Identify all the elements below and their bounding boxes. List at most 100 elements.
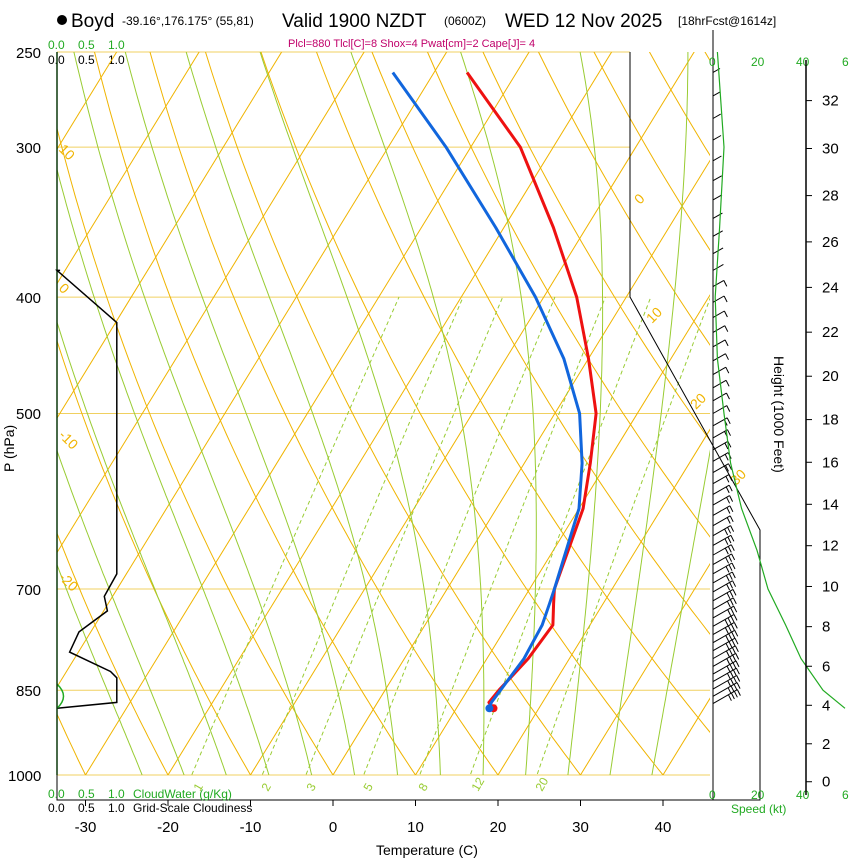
wind-barb-feather bbox=[726, 417, 731, 425]
wind-barb bbox=[712, 660, 737, 675]
mixing-label-12: 12 bbox=[468, 775, 487, 794]
x-tick-label-5: 20 bbox=[490, 819, 507, 836]
station-dot-icon bbox=[57, 15, 67, 25]
cloudiness-scale-bottom-0: 0.0 bbox=[48, 801, 65, 815]
mixing-ratio-5 bbox=[363, 296, 556, 775]
wind-barb-feather bbox=[726, 517, 731, 524]
cloudiness-label: Grid-Scale Cloudiness bbox=[133, 801, 252, 815]
cloudwater-scale-bottom-1: 0.5 bbox=[78, 787, 95, 801]
wind-barb-feather bbox=[731, 562, 736, 570]
isotherm-label-10: 10 bbox=[643, 304, 665, 326]
dry-label-10: 10 bbox=[56, 141, 78, 163]
wind-barb bbox=[712, 667, 737, 683]
wind-barb bbox=[712, 155, 722, 162]
moist-adiabat--20 bbox=[57, 563, 143, 775]
wind-barb-feather bbox=[732, 662, 737, 669]
wind-barb-feather bbox=[727, 625, 732, 633]
wind-barb-feather bbox=[725, 465, 729, 472]
forecast-date: WED 12 Nov 2025 bbox=[505, 11, 662, 32]
isotherm--50 bbox=[57, 52, 365, 554]
wind-barb-feather bbox=[736, 675, 741, 682]
moist-adiabat--5 bbox=[57, 167, 270, 775]
trace-dewpoint bbox=[391, 71, 584, 709]
wind-barb-feather bbox=[736, 689, 741, 696]
wind-barb-feather bbox=[724, 454, 729, 461]
wind-barb-feather bbox=[728, 463, 732, 470]
wind-barb-feather bbox=[727, 609, 732, 616]
height-tick-label-15: 30 bbox=[822, 141, 839, 158]
speed-tick-bottom-1: 20 bbox=[751, 788, 765, 802]
wind-barb-feather bbox=[724, 538, 729, 545]
moist-adiabat-10 bbox=[185, 52, 399, 775]
dry-adiabat-20 bbox=[149, 52, 499, 775]
dry-adiabat--30 bbox=[57, 712, 87, 775]
x-tick-label-6: 30 bbox=[572, 819, 589, 836]
height-tick-label-1: 2 bbox=[822, 736, 830, 753]
wind-barb bbox=[712, 325, 726, 333]
height-tick-label-13: 26 bbox=[822, 234, 839, 251]
mixing-ratio-20 bbox=[536, 297, 710, 775]
wind-barb-feather bbox=[732, 669, 737, 677]
p-tick-700: 700 bbox=[16, 582, 41, 599]
height-tick-label-8: 16 bbox=[822, 454, 839, 471]
wind-barb bbox=[712, 474, 730, 485]
wind-barb-feather bbox=[724, 325, 729, 332]
mixing-ratio-12 bbox=[469, 296, 652, 775]
isotherm--60 bbox=[57, 52, 283, 420]
wind-barb-feather bbox=[724, 547, 729, 555]
wind-barb-feather bbox=[726, 665, 731, 673]
cloudiness-scale-top-2: 1.0 bbox=[108, 53, 125, 67]
wind-barb bbox=[712, 194, 723, 201]
wind-barb bbox=[712, 689, 738, 705]
dry-adiabat-40 bbox=[260, 52, 664, 775]
wind-barb bbox=[712, 652, 736, 667]
wind-barb-feather bbox=[726, 592, 731, 600]
isotherm--40 bbox=[57, 52, 448, 688]
wind-barb bbox=[712, 675, 737, 690]
wind-barb-feather bbox=[728, 564, 733, 571]
wind-barb-feather bbox=[728, 555, 733, 562]
sounding-traces bbox=[391, 71, 598, 713]
wind-barb-feather bbox=[730, 535, 735, 542]
mixing-ratio-3 bbox=[305, 296, 504, 775]
wind-barb-feather bbox=[726, 392, 730, 400]
wind-barb-feather bbox=[733, 676, 738, 684]
dry-adiabat-100 bbox=[593, 52, 710, 251]
p-tick-400: 400 bbox=[16, 290, 41, 307]
dry-adiabat-30 bbox=[204, 52, 582, 775]
height-tick-label-4: 8 bbox=[822, 619, 830, 636]
wind-barb-feather bbox=[731, 639, 736, 647]
speed-label: Speed (kt) bbox=[731, 802, 786, 816]
height-axis-label: Height (1000 Feet) bbox=[771, 356, 787, 473]
p-tick-300: 300 bbox=[16, 140, 41, 157]
height-tick-label-3: 6 bbox=[822, 658, 830, 675]
wind-barb-feather bbox=[729, 590, 734, 598]
wind-barb-feather bbox=[727, 536, 732, 544]
wind-barb bbox=[712, 495, 730, 506]
mixing-label-3: 3 bbox=[303, 780, 319, 793]
x-tick-label-2: -10 bbox=[240, 819, 262, 836]
valid-time: Valid 1900 NZDT bbox=[282, 11, 427, 32]
wind-barb-feather bbox=[730, 678, 735, 686]
x-tick-label-3: 0 bbox=[329, 819, 337, 836]
wind-barb-feather bbox=[726, 583, 731, 591]
wind-barb-feather bbox=[727, 680, 732, 687]
moist-adiabat-5 bbox=[124, 52, 356, 775]
isotherm-label-20: 20 bbox=[687, 390, 709, 412]
height-tick-label-6: 12 bbox=[822, 538, 839, 555]
wind-barb-feather bbox=[729, 656, 734, 664]
wind-barb bbox=[712, 113, 721, 119]
utc-time: (0600Z) bbox=[444, 14, 486, 28]
mixing-ratio-lines bbox=[191, 296, 710, 775]
cloudwater-scale-bottom-2: 1.0 bbox=[108, 787, 125, 801]
speed-tick-top-extra: 6 bbox=[842, 55, 849, 69]
mixing-label-20: 20 bbox=[532, 775, 551, 794]
wind-barb-feather bbox=[727, 687, 732, 694]
wind-barb-feather bbox=[727, 527, 732, 534]
wind-barb-feather bbox=[734, 637, 739, 645]
wind-barb-feather bbox=[727, 617, 732, 625]
wind-barb bbox=[712, 429, 728, 439]
wind-barb bbox=[712, 339, 726, 348]
